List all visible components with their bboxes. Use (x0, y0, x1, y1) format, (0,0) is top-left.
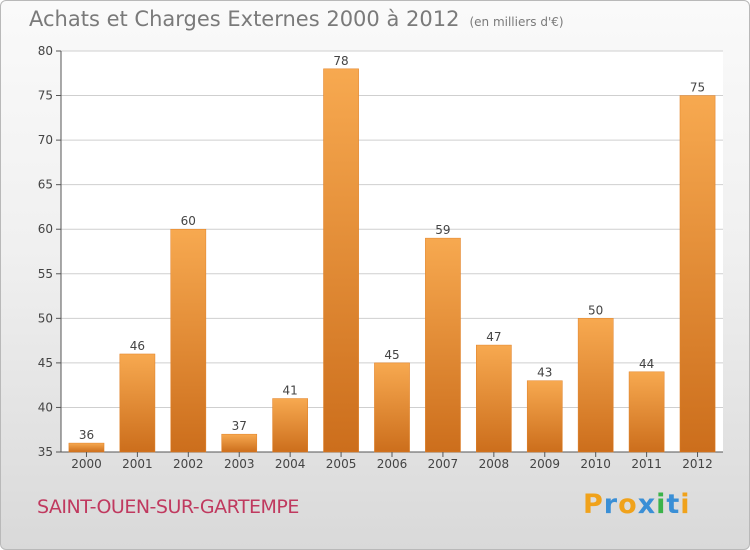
data-label: 43 (537, 366, 552, 380)
commune-name: SAINT-OUEN-SUR-GARTEMPE (37, 496, 299, 518)
logo-letter: i (656, 489, 666, 520)
x-tick-label: 2001 (122, 457, 153, 471)
y-tick-label: 50 (38, 311, 53, 325)
x-tick-label: 2006 (377, 457, 408, 471)
logo-letter: o (618, 489, 638, 520)
bar (171, 229, 206, 452)
x-tick-label: 2009 (529, 457, 560, 471)
data-label: 46 (130, 339, 145, 353)
data-label: 47 (486, 330, 501, 344)
data-label: 75 (690, 81, 705, 95)
logo-letter: P (583, 489, 604, 520)
data-label: 60 (181, 214, 196, 228)
bar (120, 354, 155, 452)
data-label: 59 (435, 223, 450, 237)
x-tick-label: 2010 (580, 457, 611, 471)
y-tick-label: 75 (38, 89, 53, 103)
x-tick-label: 2012 (682, 457, 713, 471)
bar (374, 363, 409, 452)
data-label: 36 (79, 428, 94, 442)
data-label: 41 (283, 384, 298, 398)
y-tick-label: 65 (38, 178, 53, 192)
y-tick-label: 40 (38, 400, 53, 414)
y-tick-label: 70 (38, 133, 53, 147)
bar (680, 96, 715, 452)
data-label: 50 (588, 303, 603, 317)
data-label: 37 (232, 419, 247, 433)
x-tick-label: 2000 (71, 457, 102, 471)
x-tick-label: 2005 (326, 457, 357, 471)
bar (476, 345, 511, 452)
bar (69, 443, 104, 452)
logo-letter: i (680, 489, 690, 520)
bar (629, 372, 664, 452)
data-label: 78 (333, 54, 348, 68)
y-tick-label: 35 (38, 445, 53, 459)
data-label: 44 (639, 357, 654, 371)
proxiti-logo: Proxiti (583, 489, 691, 520)
bar (578, 318, 613, 452)
x-tick-label: 2011 (631, 457, 662, 471)
logo-letter: r (604, 489, 618, 520)
bar (324, 69, 359, 452)
logo-letter: t (666, 489, 680, 520)
bar (273, 399, 308, 452)
data-label: 45 (384, 348, 399, 362)
x-tick-label: 2004 (275, 457, 306, 471)
y-tick-label: 60 (38, 222, 53, 236)
y-tick-label: 80 (38, 44, 53, 58)
logo-letter: x (638, 489, 656, 520)
y-tick-label: 55 (38, 267, 53, 281)
y-tick-label: 45 (38, 356, 53, 370)
x-tick-label: 2008 (479, 457, 510, 471)
bar (425, 238, 460, 452)
x-tick-label: 2003 (224, 457, 255, 471)
x-tick-label: 2007 (428, 457, 459, 471)
x-tick-label: 2002 (173, 457, 204, 471)
bar (222, 434, 257, 452)
bar (527, 381, 562, 452)
